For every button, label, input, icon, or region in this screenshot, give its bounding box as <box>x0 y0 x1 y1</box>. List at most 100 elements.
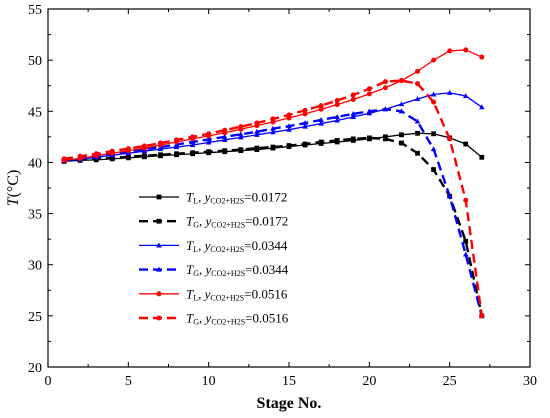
legend-entry: TG, yCO2+H2S=0.0172 <box>139 214 288 230</box>
data-point <box>254 128 260 134</box>
data-point <box>366 108 373 114</box>
data-point <box>302 107 308 113</box>
x-axis-label: Stage No. <box>257 395 322 412</box>
series-line <box>63 136 483 317</box>
x-tick-label: 0 <box>45 374 52 389</box>
data-point <box>414 96 421 102</box>
y-tick-label: 30 <box>28 259 42 274</box>
data-point <box>334 102 340 108</box>
y-tick-label: 20 <box>28 361 42 376</box>
data-point <box>334 117 340 123</box>
data-point <box>318 120 324 126</box>
data-point <box>446 193 453 199</box>
data-point <box>109 148 115 154</box>
data-point <box>206 131 212 137</box>
data-point <box>463 141 469 147</box>
data-point <box>190 150 195 156</box>
data-point <box>173 144 180 150</box>
y-axis-label: T(°C) <box>5 170 22 207</box>
data-point <box>382 106 389 112</box>
data-point <box>156 266 162 272</box>
data-point <box>463 197 469 203</box>
legend-entry: TL, yCO2+H2S=0.0172 <box>139 190 287 206</box>
data-point <box>238 131 244 137</box>
data-point <box>431 57 437 63</box>
data-point <box>334 114 340 119</box>
series-line <box>63 49 483 162</box>
plot-frame <box>47 8 531 368</box>
data-point <box>142 153 147 159</box>
y-tick-label: 35 <box>28 208 42 223</box>
data-point <box>318 103 324 109</box>
data-point <box>221 133 228 139</box>
data-point <box>286 143 292 148</box>
data-point <box>399 140 404 146</box>
data-point <box>125 146 131 152</box>
series-6 <box>61 78 485 319</box>
data-point <box>479 313 485 319</box>
data-point <box>446 89 453 95</box>
data-point <box>205 136 212 142</box>
data-point <box>270 125 276 131</box>
data-point <box>462 251 469 257</box>
x-tick-label: 20 <box>362 374 376 389</box>
data-point <box>125 154 131 160</box>
data-point <box>382 79 388 85</box>
data-point <box>431 167 436 172</box>
data-point <box>302 120 308 126</box>
data-point <box>286 112 292 118</box>
legend-label: TL, yCO2+H2S=0.0172 <box>186 190 287 206</box>
data-point <box>254 131 260 137</box>
data-point <box>174 137 180 143</box>
data-point <box>156 291 162 297</box>
data-point <box>415 81 421 87</box>
data-point <box>415 130 420 136</box>
data-point <box>238 124 244 130</box>
data-point <box>270 129 276 135</box>
data-point <box>318 106 324 112</box>
data-point <box>141 143 147 149</box>
data-point <box>157 140 163 146</box>
data-point <box>156 242 162 248</box>
data-point <box>479 154 485 160</box>
data-point <box>158 152 163 158</box>
y-tick-label: 55 <box>28 3 42 18</box>
data-point <box>109 155 115 161</box>
data-point <box>302 123 308 129</box>
data-point <box>270 144 276 150</box>
legend-label: TG, yCO2+H2S=0.0516 <box>186 311 289 327</box>
data-point <box>399 132 404 138</box>
data-point <box>398 108 405 114</box>
legend-label: TG, yCO2+H2S=0.0172 <box>186 214 288 230</box>
data-point <box>382 85 388 91</box>
data-point <box>222 148 228 154</box>
x-tick-label: 25 <box>443 374 457 389</box>
y-tick-label: 40 <box>28 156 42 171</box>
x-tick-label: 15 <box>282 374 296 389</box>
data-point <box>206 149 212 155</box>
data-point <box>286 123 292 129</box>
x-tick-label: 10 <box>202 374 216 389</box>
legend-entry: TL, yCO2+H2S=0.0344 <box>139 238 288 254</box>
data-point <box>318 139 324 145</box>
data-point <box>430 91 437 97</box>
legend-entry: TG, yCO2+H2S=0.0344 <box>139 262 289 278</box>
legend-entry: TG, yCO2+H2S=0.0516 <box>139 311 289 327</box>
data-point <box>463 47 469 53</box>
y-tick-label: 50 <box>28 54 42 69</box>
data-point <box>350 92 356 98</box>
data-point <box>334 98 340 104</box>
y-axis-label-symbol: T <box>5 196 22 206</box>
data-point <box>366 135 372 141</box>
data-point <box>415 150 420 156</box>
data-point <box>398 101 405 107</box>
data-point <box>254 120 260 126</box>
data-point <box>318 117 324 123</box>
data-point <box>205 139 212 145</box>
data-point <box>431 131 436 137</box>
data-point <box>189 142 196 148</box>
data-point <box>430 146 437 152</box>
data-point <box>447 136 453 142</box>
